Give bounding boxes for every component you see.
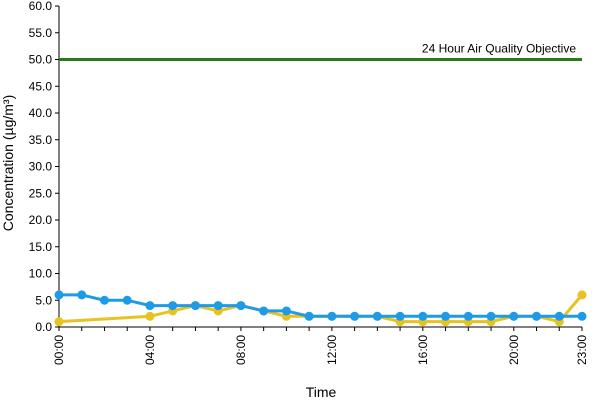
series-2-point [54,290,64,300]
series-2-line [59,293,582,318]
y-tick-label: 30.0 [29,160,53,174]
series-1-point [145,311,155,321]
series-2-point [236,301,246,311]
y-tick-label: 55.0 [29,26,53,40]
x-tick-label: 04:00 [143,335,157,365]
series-2-point [577,311,587,321]
y-tick-label: 50.0 [29,53,53,67]
series-2-point [554,311,564,321]
series-2-point [281,306,291,316]
series-2-point [99,295,109,305]
y-tick-label: 10.0 [29,267,53,281]
x-tick-label: 20:00 [507,335,521,365]
series-group [54,290,587,327]
y-axis: 0.0 5.0 10.0 15.0 20.0 25.0 30.0 35.0 40.0 45.0 50… [29,0,60,334]
y-tick-label: 5.0 [35,293,52,307]
x-tick-label: 23:00 [575,335,589,365]
series-2-point [418,311,428,321]
series-2-point [509,311,519,321]
reference-line-label: 24 Hour Air Quality Objective [422,42,576,56]
y-tick-label: 15.0 [29,240,53,254]
series-2-point [259,306,269,316]
series-2-point [463,311,473,321]
x-tick-label: 16:00 [416,335,430,365]
x-tick-label: 08:00 [234,335,248,365]
series-2-point [395,311,405,321]
y-axis-title: Concentration (µg/m³) [0,95,16,231]
series-2-point [122,295,132,305]
series-2-point [350,311,360,321]
series-2-point [190,301,200,311]
series-1-point [54,317,64,327]
reference-line-group: 24 Hour Air Quality Objective [59,42,582,61]
y-tick-label: 45.0 [29,79,53,93]
series-2-point [441,311,451,321]
y-tick-label: 60.0 [29,0,53,13]
series-2-point [372,311,382,321]
series-2-point [532,311,542,321]
series-2-point [304,311,314,321]
series-2-point [327,311,337,321]
series-1-point [577,290,587,300]
y-tick-label: 20.0 [29,213,53,227]
series-2-point [213,301,223,311]
series-2-point [77,290,87,300]
y-tick-label: 0.0 [35,320,52,334]
x-tick-label: 12:00 [325,335,339,365]
y-tick-label: 35.0 [29,133,53,147]
series-2-point [168,301,178,311]
series-2-point [145,301,155,311]
y-tick-label: 25.0 [29,186,53,200]
series-2-point [486,311,496,321]
y-tick-label: 40.0 [29,106,53,120]
x-axis-title: Time [306,384,337,400]
x-axis: 00:00 04:00 08:00 12:00 16:00 20:00 23:00 [52,326,589,365]
x-tick-label: 00:00 [52,335,66,365]
